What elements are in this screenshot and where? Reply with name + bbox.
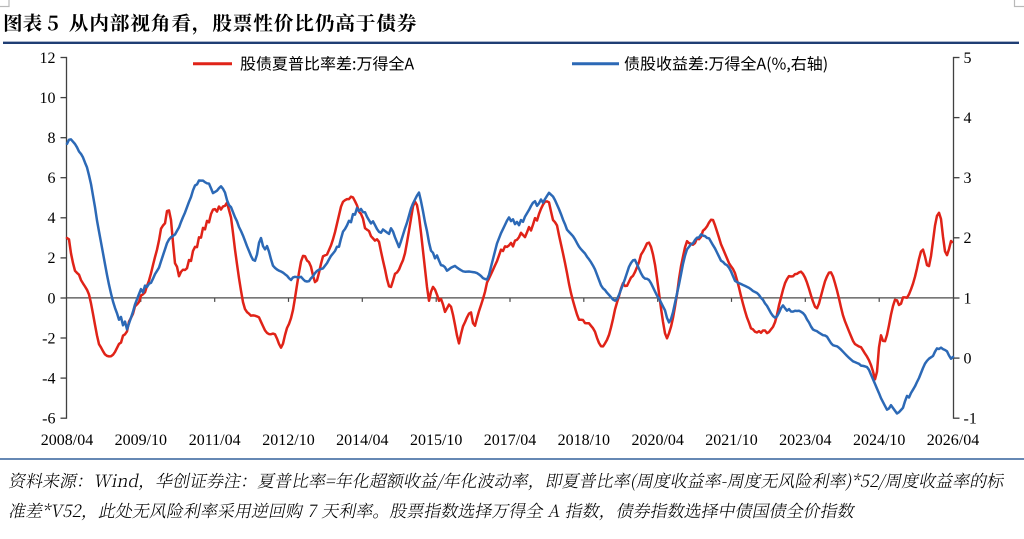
svg-text:2026/04: 2026/04 bbox=[927, 432, 979, 449]
svg-text:2024/10: 2024/10 bbox=[853, 432, 905, 449]
svg-text:2008/04: 2008/04 bbox=[41, 432, 93, 449]
svg-text:2021/10: 2021/10 bbox=[705, 432, 757, 449]
svg-text:2018/10: 2018/10 bbox=[558, 432, 610, 449]
svg-text:6: 6 bbox=[48, 170, 56, 187]
svg-text:2014/04: 2014/04 bbox=[336, 432, 388, 449]
svg-text:2023/04: 2023/04 bbox=[779, 432, 831, 449]
svg-text:0: 0 bbox=[964, 350, 972, 367]
svg-text:2: 2 bbox=[48, 250, 56, 267]
svg-text:2: 2 bbox=[964, 230, 972, 247]
svg-text:10: 10 bbox=[40, 90, 56, 107]
svg-text:2012/10: 2012/10 bbox=[262, 432, 314, 449]
svg-text:0: 0 bbox=[48, 290, 56, 307]
svg-text:5: 5 bbox=[964, 50, 972, 67]
svg-text:4: 4 bbox=[964, 110, 972, 127]
svg-text:2020/04: 2020/04 bbox=[631, 432, 683, 449]
svg-text:2011/04: 2011/04 bbox=[189, 432, 241, 449]
svg-text:-1: -1 bbox=[964, 411, 977, 428]
svg-text:4: 4 bbox=[48, 210, 56, 227]
svg-text:12: 12 bbox=[40, 50, 56, 67]
svg-text:1: 1 bbox=[964, 290, 972, 307]
svg-text:-2: -2 bbox=[42, 330, 55, 347]
svg-text:2017/04: 2017/04 bbox=[484, 432, 536, 449]
svg-text:-6: -6 bbox=[42, 411, 55, 428]
svg-text:3: 3 bbox=[964, 170, 972, 187]
svg-text:2009/10: 2009/10 bbox=[115, 432, 167, 449]
svg-text:8: 8 bbox=[48, 130, 56, 147]
svg-text:-4: -4 bbox=[42, 370, 55, 387]
svg-text:2015/10: 2015/10 bbox=[410, 432, 462, 449]
